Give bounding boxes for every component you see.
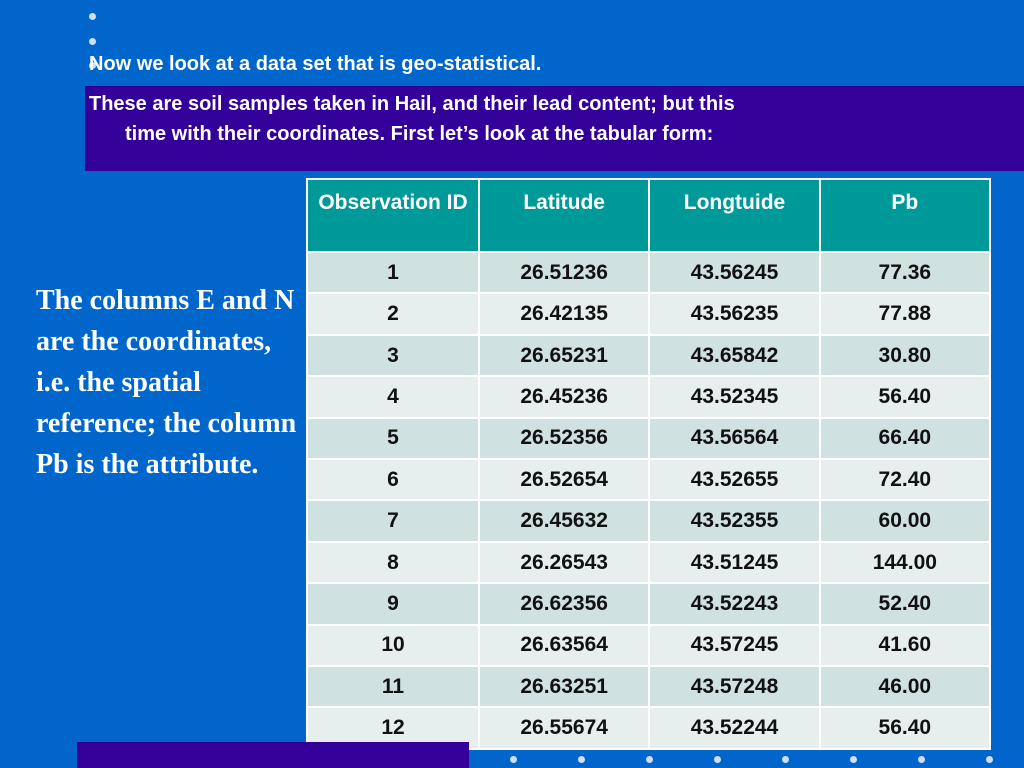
footer-accent-bar <box>77 742 469 768</box>
header-accent-bar <box>85 86 1024 171</box>
table-row: 5 26.52356 43.56564 66.40 <box>306 416 992 461</box>
header-longitude: Longtuide <box>648 178 821 253</box>
cell-longitude: 43.52355 <box>648 499 821 543</box>
cell-pb: 77.88 <box>818 292 992 336</box>
side-note: The columns E and N are the coordinates,… <box>36 285 297 480</box>
cell-pb: 60.00 <box>818 499 992 543</box>
cell-latitude: 26.42135 <box>477 292 651 336</box>
cell-id: 1 <box>306 250 480 295</box>
cell-longitude: 43.52243 <box>648 582 821 626</box>
cell-id: 9 <box>306 582 480 626</box>
decorative-dot <box>578 756 585 763</box>
cell-longitude: 43.52345 <box>648 375 821 419</box>
cell-latitude: 26.55674 <box>477 706 651 750</box>
cell-latitude: 26.45632 <box>477 499 651 543</box>
table-row: 3 26.65231 43.65842 30.80 <box>306 333 992 378</box>
description-line-2: time with their coordinates. First let’s… <box>125 123 714 145</box>
cell-id: 5 <box>306 416 480 461</box>
cell-longitude: 43.57248 <box>648 665 821 709</box>
cell-longitude: 43.56564 <box>648 416 821 461</box>
cell-pb: 30.80 <box>818 333 992 378</box>
table-row: 9 26.62356 43.52243 52.40 <box>306 582 992 626</box>
table-row: 7 26.45632 43.52355 60.00 <box>306 499 992 543</box>
decorative-dot <box>986 756 993 763</box>
cell-id: 3 <box>306 333 480 378</box>
description-text: These are soil samples taken in Hail, an… <box>89 89 949 149</box>
cell-longitude: 43.56245 <box>648 250 821 295</box>
cell-latitude: 26.62356 <box>477 582 651 626</box>
cell-latitude: 26.63251 <box>477 665 651 709</box>
cell-pb: 72.40 <box>818 458 992 502</box>
table-row: 8 26.26543 43.51245 144.00 <box>306 540 992 585</box>
cell-longitude: 43.57245 <box>648 623 821 668</box>
cell-latitude: 26.26543 <box>477 540 651 585</box>
cell-latitude: 26.63564 <box>477 623 651 668</box>
cell-latitude: 26.65231 <box>477 333 651 378</box>
decorative-dot <box>850 756 857 763</box>
table-row: 2 26.42135 43.56235 77.88 <box>306 292 992 336</box>
cell-pb: 41.60 <box>818 623 992 668</box>
decorative-dot <box>714 756 721 763</box>
cell-pb: 56.40 <box>818 706 992 750</box>
decorative-dot <box>89 38 96 45</box>
cell-longitude: 43.52244 <box>648 706 821 750</box>
cell-longitude: 43.56235 <box>648 292 821 336</box>
cell-id: 10 <box>306 623 480 668</box>
header-observation-id: Observation ID <box>306 178 480 253</box>
decorative-dot <box>89 13 96 20</box>
table-row: 6 26.52654 43.52655 72.40 <box>306 458 992 502</box>
cell-latitude: 26.45236 <box>477 375 651 419</box>
cell-id: 8 <box>306 540 480 585</box>
cell-id: 7 <box>306 499 480 543</box>
cell-longitude: 43.52655 <box>648 458 821 502</box>
data-table: Observation ID Latitude Longtuide Pb 1 2… <box>306 178 992 750</box>
description-line-1: These are soil samples taken in Hail, an… <box>89 93 735 115</box>
cell-pb: 77.36 <box>818 250 992 295</box>
cell-latitude: 26.52356 <box>477 416 651 461</box>
cell-id: 11 <box>306 665 480 709</box>
table-row: 11 26.63251 43.57248 46.00 <box>306 665 992 709</box>
cell-longitude: 43.51245 <box>648 540 821 585</box>
cell-latitude: 26.51236 <box>477 250 651 295</box>
decorative-dot <box>89 62 96 69</box>
table-row: 1 26.51236 43.56245 77.36 <box>306 250 992 295</box>
decorative-dot <box>782 756 789 763</box>
cell-id: 6 <box>306 458 480 502</box>
decorative-dot <box>510 756 517 763</box>
table-header-row: Observation ID Latitude Longtuide Pb <box>306 178 992 253</box>
intro-line: Now we look at a data set that is geo-st… <box>89 53 542 75</box>
cell-pb: 144.00 <box>818 540 992 585</box>
header-pb: Pb <box>818 178 992 253</box>
header-latitude: Latitude <box>477 178 651 253</box>
cell-id: 2 <box>306 292 480 336</box>
cell-pb: 66.40 <box>818 416 992 461</box>
table-row: 4 26.45236 43.52345 56.40 <box>306 375 992 419</box>
cell-longitude: 43.65842 <box>648 333 821 378</box>
cell-pb: 56.40 <box>818 375 992 419</box>
cell-pb: 52.40 <box>818 582 992 626</box>
cell-id: 4 <box>306 375 480 419</box>
decorative-dot <box>918 756 925 763</box>
cell-pb: 46.00 <box>818 665 992 709</box>
cell-latitude: 26.52654 <box>477 458 651 502</box>
decorative-dot <box>646 756 653 763</box>
table-row: 10 26.63564 43.57245 41.60 <box>306 623 992 668</box>
